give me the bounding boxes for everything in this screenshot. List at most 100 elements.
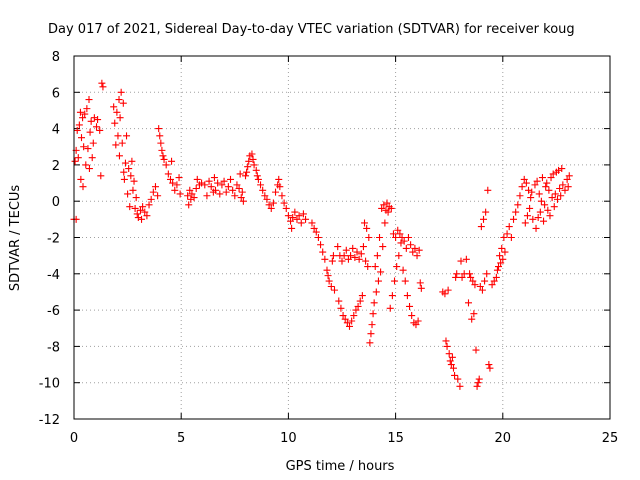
y-tick-label: -8 [47, 340, 60, 355]
data-point [471, 281, 479, 289]
data-point [158, 146, 166, 154]
data-point [126, 203, 134, 211]
grid [74, 56, 610, 419]
data-point [363, 224, 371, 232]
data-point [289, 214, 297, 222]
data-point [361, 219, 369, 227]
data-point [328, 257, 336, 265]
data-point [492, 273, 500, 281]
x-tick-label: 5 [177, 431, 185, 446]
data-point [393, 263, 401, 271]
data-point [216, 190, 224, 198]
data-point [295, 212, 303, 220]
data-point [520, 175, 528, 183]
data-point [169, 179, 177, 187]
data-point [389, 230, 397, 238]
y-tick-label: 2 [52, 159, 60, 174]
data-point [168, 157, 176, 165]
data-point [536, 208, 544, 216]
data-point [79, 114, 87, 122]
data-point [278, 192, 286, 200]
data-point [85, 96, 93, 104]
data-point [160, 155, 168, 163]
data-point [556, 184, 564, 192]
data-point [272, 188, 280, 196]
data-point [551, 190, 559, 198]
data-point [383, 199, 391, 207]
data-point [171, 186, 179, 194]
data-point [237, 194, 245, 202]
data-point [136, 206, 144, 214]
data-point [75, 121, 83, 129]
data-point [334, 243, 342, 251]
data-point [282, 204, 290, 212]
data-point [190, 194, 198, 202]
data-point [162, 161, 170, 169]
data-point [145, 201, 153, 209]
data-point [378, 204, 386, 212]
data-point [446, 357, 454, 365]
data-point [110, 103, 118, 111]
data-point [269, 199, 277, 207]
data-point [475, 375, 483, 383]
data-point [154, 192, 162, 200]
data-point [340, 252, 348, 260]
data-point [452, 273, 460, 281]
data-point [252, 166, 260, 174]
data-point [445, 350, 453, 358]
data-point [184, 192, 192, 200]
y-tick-label: 4 [52, 123, 60, 138]
data-point [542, 183, 550, 191]
data-point [395, 252, 403, 260]
data-point [299, 210, 307, 218]
data-point [481, 277, 489, 285]
data-point [90, 114, 98, 122]
data-point [495, 263, 503, 271]
data-point [547, 174, 555, 182]
data-point [250, 161, 258, 169]
x-axis-label: GPS time / hours [286, 459, 395, 474]
data-point [371, 263, 379, 271]
data-point [510, 215, 518, 223]
data-point [541, 201, 549, 209]
data-point [480, 215, 488, 223]
data-point [364, 263, 372, 271]
data-point [531, 181, 539, 189]
x-tick-label: 25 [602, 431, 619, 446]
data-point [186, 186, 194, 194]
data-point [532, 224, 540, 232]
data-point [413, 252, 421, 260]
data-point [414, 317, 422, 325]
data-point [327, 283, 335, 291]
y-tick-labels: -12 -10 -8 -6 -4 -2 0 2 4 6 8 [39, 50, 60, 428]
data-point [476, 283, 484, 291]
data-point [113, 108, 121, 116]
data-point [319, 248, 327, 256]
data-point [338, 257, 346, 265]
data-point [317, 241, 325, 249]
data-point [192, 184, 200, 192]
data-point [469, 277, 477, 285]
data-point [111, 119, 119, 127]
data-point [263, 195, 271, 203]
data-point [448, 353, 456, 361]
data-point [93, 123, 101, 131]
data-point [457, 257, 465, 265]
data-point [288, 224, 296, 232]
data-point [253, 172, 261, 180]
data-point [403, 292, 411, 300]
data-point [497, 259, 505, 267]
data-point [231, 192, 239, 200]
data-point [128, 157, 136, 165]
data-point [377, 268, 385, 276]
data-point [193, 175, 201, 183]
data-point [239, 197, 247, 205]
data-point [352, 306, 360, 314]
data-point [335, 297, 343, 305]
data-point [399, 266, 407, 274]
data-point [397, 239, 405, 247]
data-point [416, 279, 424, 287]
data-point [337, 304, 345, 312]
data-point [411, 244, 419, 252]
